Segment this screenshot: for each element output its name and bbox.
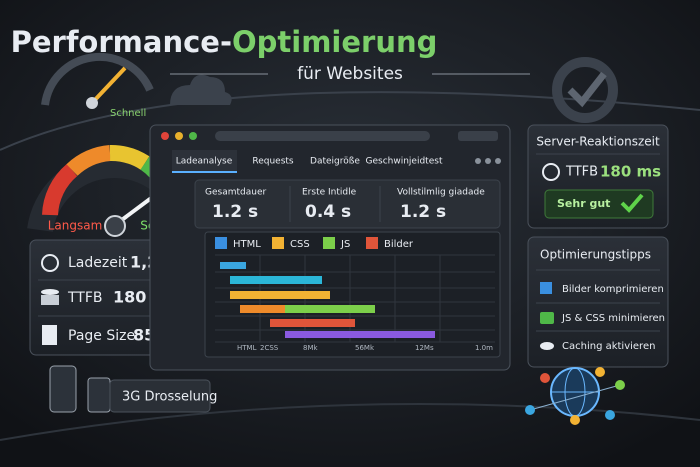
metric-label: Vollstilmlig giadade	[397, 188, 485, 198]
stopwatch-icon	[41, 254, 59, 272]
tip: JS & CSS minimieren	[561, 313, 665, 324]
active-tab[interactable]	[172, 150, 237, 172]
axis-label: HTML	[237, 344, 257, 352]
axis-label: 56Mk	[355, 344, 375, 352]
metric-value: 1.2 s	[212, 202, 258, 222]
server-value: 180 ms	[600, 163, 661, 181]
waterfall-bar	[240, 305, 285, 313]
legend-label: CSS	[290, 239, 310, 250]
gauge-label: Schnell	[110, 108, 146, 119]
page-icon	[42, 325, 57, 345]
database-icon	[41, 295, 59, 305]
metrics-panel	[194, 179, 501, 229]
check-icon	[620, 193, 644, 213]
rating-badge	[544, 189, 654, 219]
code-icon	[540, 312, 554, 324]
gauge-red	[42, 163, 78, 216]
metric-label: Erste Intidle	[302, 188, 357, 198]
title: Performance-	[11, 25, 232, 59]
phone-icon	[49, 365, 77, 413]
menu-dot	[495, 158, 501, 164]
axis-label: 8Mk	[303, 344, 318, 352]
tips-title: Optimierungstipps	[540, 248, 651, 262]
tip: Bilder komprimieren	[562, 284, 664, 295]
small-gauge	[41, 52, 154, 106]
axis-label: 12Ms	[415, 344, 434, 352]
toolbar	[458, 131, 498, 141]
stat-label: Page Size	[68, 328, 135, 344]
gear-icon	[552, 57, 618, 123]
gauge-hub	[86, 97, 98, 109]
image-icon	[540, 282, 552, 294]
metric-value: 0.4 s	[305, 202, 351, 222]
throttle-box[interactable]	[109, 379, 211, 413]
network-globe	[525, 367, 625, 425]
cloud-icon	[170, 74, 232, 105]
waterfall-bar	[270, 319, 355, 327]
stopwatch-icon	[542, 163, 560, 181]
address-bar[interactable]	[215, 131, 430, 141]
gauge-low: Langsam	[48, 219, 103, 233]
swoosh	[0, 91, 700, 151]
tip: Caching aktivieren	[562, 341, 655, 352]
check-icon	[567, 71, 607, 108]
legend-swatch	[366, 237, 378, 249]
rating-label: Sehr gut	[557, 197, 610, 210]
window-dot[interactable]	[175, 132, 183, 140]
tab[interactable]: Dateigröße	[310, 157, 360, 167]
gauge-hub	[104, 215, 126, 237]
axis-label: 1.0m	[475, 344, 493, 352]
menu-dot	[475, 158, 481, 164]
legend-swatch	[323, 237, 335, 249]
legend-label: HTML	[233, 239, 261, 250]
gauge-orange	[66, 145, 111, 177]
tab[interactable]: Geschwinjeidtest	[366, 157, 443, 167]
waterfall-bar	[230, 291, 330, 299]
phone-icon	[87, 377, 111, 413]
legend-label: Bilder	[384, 239, 414, 250]
legend-label: JS	[340, 239, 350, 250]
swoosh	[0, 403, 700, 441]
server-label: TTFB	[565, 165, 598, 180]
gauge-yellow	[109, 145, 150, 170]
window-dot[interactable]	[161, 132, 169, 140]
legend-swatch	[215, 237, 227, 249]
metric-label: Gesamtdauer	[205, 188, 266, 198]
legend-swatch	[272, 237, 284, 249]
waterfall-bar	[285, 305, 375, 313]
title-accent: Optimierung	[232, 25, 437, 59]
waterfall-bar	[285, 331, 435, 338]
server-title: Server-Reaktionszeit	[536, 135, 660, 149]
waterfall-bar	[220, 262, 246, 269]
metric-value: 1.2 s	[400, 202, 446, 222]
waterfall-bar	[230, 276, 322, 284]
database-icon	[41, 289, 59, 295]
waterfall-grid	[215, 254, 495, 343]
gauge-needle	[90, 66, 127, 105]
throttle-label: 3G Drosselung	[122, 390, 217, 405]
cache-icon	[540, 342, 554, 350]
menu-dot	[485, 158, 491, 164]
tab[interactable]: Requests	[252, 157, 294, 167]
stat-label: Ladezeit	[68, 255, 128, 271]
window-dot[interactable]	[189, 132, 197, 140]
tab[interactable]: Ladeanalyse	[176, 157, 233, 167]
stat-label: TTFB	[67, 290, 103, 306]
axis-label: 2CSS	[260, 344, 279, 352]
subtitle: für Websites	[297, 64, 403, 84]
